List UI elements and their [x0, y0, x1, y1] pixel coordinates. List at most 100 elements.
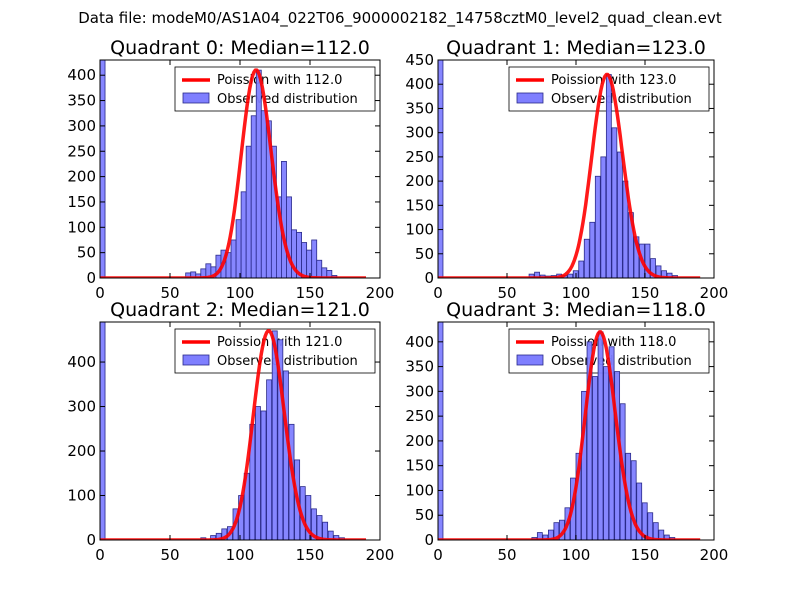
figure-title: Data file: modeM0/AS1A04_022T06_90000021… [78, 9, 722, 28]
legend-swatch-observed [516, 354, 544, 366]
histogram-bar [100, 322, 106, 540]
histogram-bar [333, 535, 340, 540]
histogram-bar [255, 69, 262, 278]
y-tick-label: 300 [67, 398, 96, 416]
histogram-bar [578, 260, 585, 278]
histogram-bar [617, 151, 623, 278]
histogram-bar [652, 522, 659, 540]
x-tick-label: 100 [226, 284, 255, 302]
y-tick-label: 450 [405, 51, 434, 69]
histogram-bar [592, 376, 598, 540]
x-tick-label: 200 [700, 546, 729, 564]
x-tick-label: 200 [700, 284, 729, 302]
histogram-bar [250, 115, 257, 278]
legend-swatch-observed [182, 354, 210, 366]
histogram-bar [583, 238, 590, 278]
histogram-bar [327, 530, 334, 540]
legend-label-observed: Observed distribution [217, 354, 358, 369]
histogram-bar [322, 521, 329, 540]
y-tick-label: 100 [405, 221, 434, 239]
y-tick-label: 150 [405, 457, 434, 475]
legend-label-poisson: Poission with 123.0 [551, 73, 676, 88]
histogram-bar [647, 512, 654, 540]
histogram-bar [608, 346, 615, 540]
histogram-bar [282, 370, 289, 540]
legend: Poission with 112.0 Observed distribution [174, 66, 376, 112]
y-tick-label: 350 [67, 92, 96, 110]
x-tick-label: 0 [433, 546, 443, 564]
y-tick-label: 400 [405, 333, 434, 351]
histogram-bar [306, 249, 313, 278]
histogram-bar [603, 366, 609, 540]
y-tick-label: 150 [67, 193, 96, 211]
y-tick-label: 0 [424, 269, 434, 287]
x-tick-label: 50 [160, 546, 179, 564]
x-tick-label: 50 [497, 284, 516, 302]
subplot-title: Quadrant 2: Median=121.0 [110, 299, 370, 321]
y-tick-label: 400 [67, 353, 96, 371]
histogram-bar [594, 175, 601, 278]
y-tick-label: 100 [405, 481, 434, 499]
y-tick-label: 0 [86, 531, 96, 549]
subplot-quadrant-2: Quadrant 2: Median=121.0 Poission with 1… [67, 299, 394, 564]
histogram-bar [260, 110, 267, 278]
histogram-bar [100, 60, 106, 278]
x-tick-label: 100 [562, 546, 591, 564]
plot-area [438, 60, 701, 278]
y-tick-label: 0 [86, 269, 96, 287]
legend-swatch-observed [182, 92, 210, 104]
histogram-bar [605, 74, 612, 278]
histogram-bar [316, 515, 323, 540]
legend-box [174, 66, 376, 112]
histogram-bar [589, 221, 596, 278]
histogram-bar [534, 271, 540, 278]
legend-label-observed: Observed distribution [551, 354, 692, 369]
histogram-bar [210, 535, 217, 540]
x-tick-label: 50 [160, 284, 179, 302]
legend-swatch-observed [516, 92, 544, 104]
histogram-bar [567, 273, 574, 278]
histogram-bar [326, 269, 333, 278]
histogram-bar [611, 127, 618, 278]
y-tick-label: 50 [415, 245, 434, 263]
x-tick-label: 0 [95, 546, 105, 564]
histogram-bar [641, 502, 648, 540]
y-tick-label: 350 [405, 358, 434, 376]
histogram-bar [438, 60, 444, 278]
y-tick-label: 50 [77, 244, 96, 262]
histogram-bar [650, 258, 656, 278]
y-tick-label: 50 [415, 506, 434, 524]
histogram-bar [661, 270, 667, 278]
x-tick-label: 0 [433, 284, 443, 302]
x-tick-label: 50 [497, 546, 516, 564]
histogram-bar [260, 410, 267, 540]
histogram-bar [277, 339, 284, 540]
x-tick-label: 150 [631, 284, 660, 302]
x-tick-label: 100 [562, 284, 591, 302]
poisson-curve [100, 329, 367, 540]
x-tick-label: 0 [95, 284, 105, 302]
histogram-bar [240, 191, 247, 278]
histogram-bar [663, 534, 670, 540]
poisson-curve [100, 68, 367, 278]
legend-label-poisson: Poission with 118.0 [551, 335, 676, 350]
y-tick-label: 150 [405, 196, 434, 214]
histogram-bar [254, 406, 261, 540]
y-tick-label: 300 [405, 382, 434, 400]
poisson-curve [438, 72, 701, 278]
histogram-bar [581, 390, 587, 540]
histogram-bar [542, 534, 549, 540]
x-tick-label: 100 [226, 546, 255, 564]
y-tick-label: 200 [67, 168, 96, 186]
y-tick-label: 100 [67, 218, 96, 236]
plot-area [100, 60, 367, 278]
subplot-quadrant-1: Quadrant 1: Median=123.0 Poission with 1… [405, 37, 728, 302]
histogram-bar [281, 160, 287, 278]
histogram-bar [301, 242, 308, 278]
histogram-bar [235, 219, 242, 278]
histogram-bar [553, 522, 560, 540]
y-tick-label: 200 [405, 432, 434, 450]
y-tick-label: 300 [67, 117, 96, 135]
histogram-bar [230, 239, 237, 278]
